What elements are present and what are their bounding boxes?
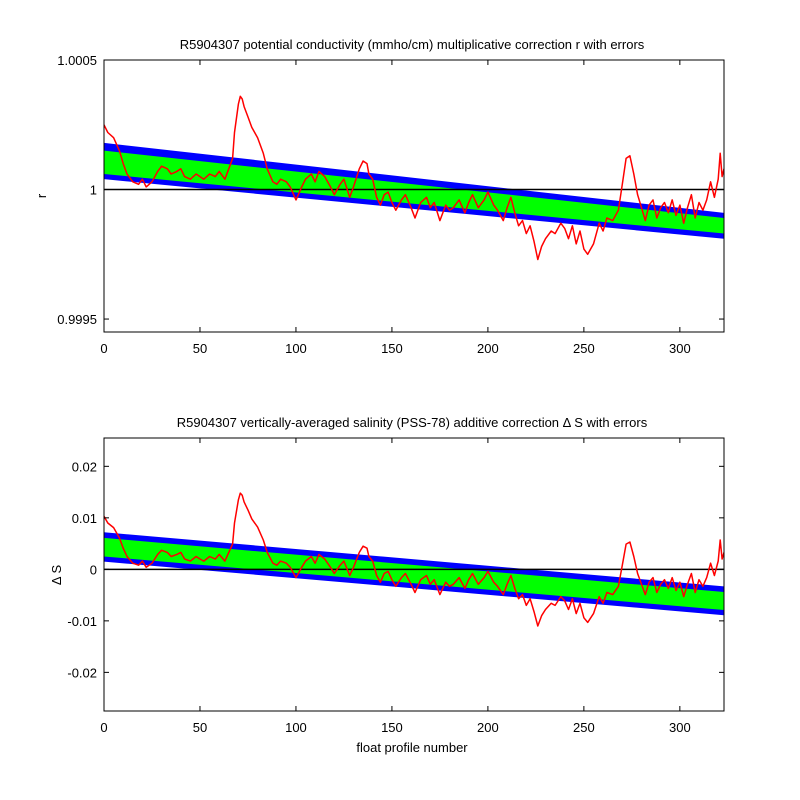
panel-2-x-tick-label: 300	[669, 720, 691, 735]
panel-2-x-tick-label: 200	[477, 720, 499, 735]
panel-1-x-tick-label: 150	[381, 341, 403, 356]
panel-2-y-tick-label: -0.02	[67, 665, 97, 680]
panel-1-x-tick-label: 0	[100, 341, 107, 356]
panel-2-title: R5904307 vertically-averaged salinity (P…	[177, 415, 648, 430]
panel-2-axes-frame	[103, 437, 725, 712]
panel-1-title: R5904307 potential conductivity (mmho/cm…	[180, 37, 645, 52]
panel-2-y-tick-label: 0.02	[72, 459, 97, 474]
panel-2-ticks: 0 50 100 150 200 250 300 -0.02 -0.01 0 0.01 0.02	[67, 438, 724, 735]
panel-1-y-tick-label: 1.0005	[57, 53, 97, 68]
panel-2-clipped-marks	[104, 492, 724, 627]
panel-1-inner-error-band	[104, 150, 724, 234]
panel-2-x-axis-label: float profile number	[356, 740, 468, 755]
panel-2-y-tick-label: 0.01	[72, 511, 97, 526]
panel-2-x-tick-label: 50	[193, 720, 207, 735]
conductivity-correction-panel: R5904307 potential conductivity (mmho/cm…	[34, 37, 725, 356]
panel-1-x-tick-label: 100	[285, 341, 307, 356]
panel-2-plot-area	[104, 492, 724, 627]
panel-2-inner-error-band	[104, 537, 724, 611]
panel-1-y-tick-label: 0.9995	[57, 312, 97, 327]
panel-1-axes-frame	[103, 59, 725, 333]
panel-2-correction-line	[104, 492, 724, 627]
panel-1-correction-line	[104, 95, 724, 261]
panel-1-x-tick-label: 250	[573, 341, 595, 356]
panel-2-x-tick-label: 0	[100, 720, 107, 735]
panel-2-y-axis-label: Δ S	[49, 565, 64, 586]
panel-1-clipped-marks	[104, 95, 724, 261]
panel-1-ticks: 0 50 100 150 200 250 300 0.9995 1 1.0005	[57, 53, 724, 356]
panel-1-y-tick-label: 1	[90, 183, 97, 198]
panel-1-x-tick-label: 50	[193, 341, 207, 356]
panel-1-x-tick-label: 300	[669, 341, 691, 356]
panel-1-y-axis-label: r	[34, 193, 49, 198]
panel-2-x-tick-label: 250	[573, 720, 595, 735]
panel-2-x-tick-label: 150	[381, 720, 403, 735]
panel-2-y-tick-label: -0.01	[67, 614, 97, 629]
panel-2-x-tick-label: 100	[285, 720, 307, 735]
salinity-correction-panel: R5904307 vertically-averaged salinity (P…	[49, 415, 725, 755]
panel-2-y-tick-label: 0	[90, 562, 97, 577]
panel-1-plot-area	[104, 95, 724, 261]
panel-1-x-tick-label: 200	[477, 341, 499, 356]
